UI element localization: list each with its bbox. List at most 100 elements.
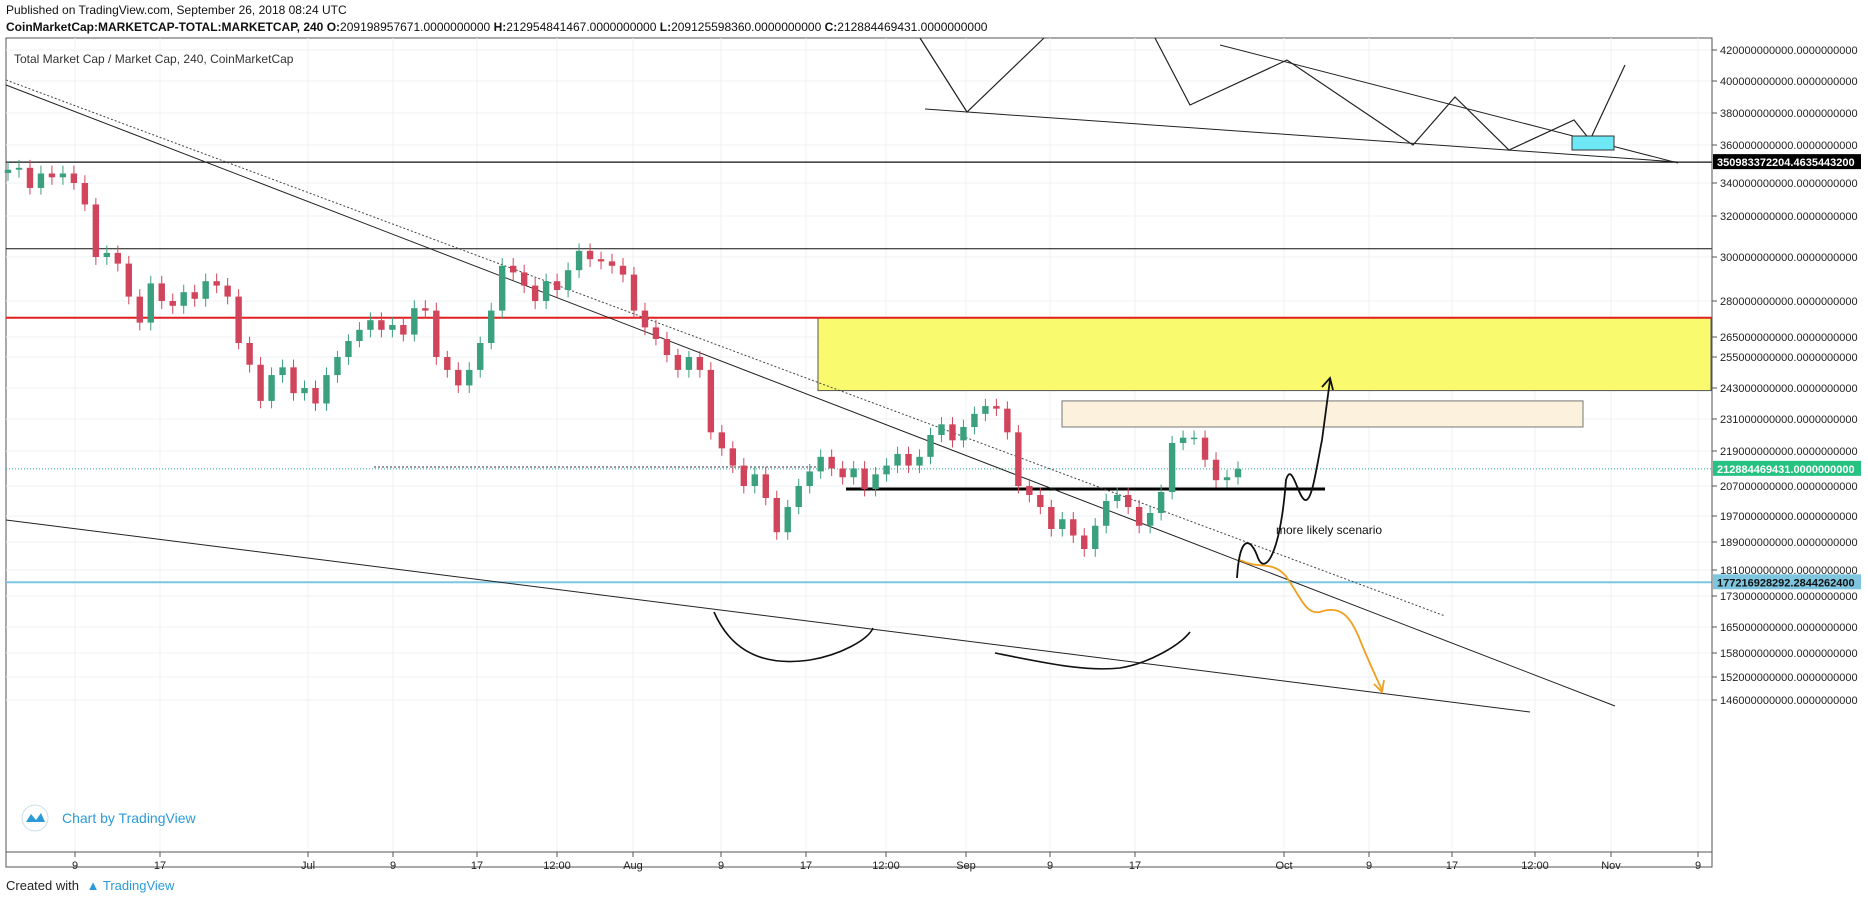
candle <box>213 273 220 294</box>
cup-arc-2 <box>994 631 1191 670</box>
candle-body <box>641 310 649 328</box>
candle-body <box>191 292 198 299</box>
cup-arc-1 <box>713 611 874 663</box>
price-label-text: 212884469431.0000000000 <box>1717 464 1855 476</box>
price-label-bg <box>1713 154 1861 170</box>
candle-body <box>927 435 934 457</box>
x-tick-label: 9 <box>1695 860 1701 872</box>
candle <box>1015 425 1022 494</box>
candle-body <box>1201 437 1209 460</box>
inset-zigzag-2 <box>1154 37 1626 151</box>
candle-body <box>367 320 374 330</box>
candle-body <box>520 272 528 286</box>
y-tick-label: 173000000000.0000000000 <box>1720 591 1858 603</box>
candle-body <box>422 308 429 311</box>
chart-title: Total Market Cap / Market Cap, 240, Coin… <box>14 52 294 66</box>
candle-body <box>597 259 605 262</box>
y-tick-label: 219000000000.0000000000 <box>1720 446 1858 458</box>
candle <box>938 417 945 443</box>
candle-body <box>147 283 154 323</box>
candle <box>608 253 616 274</box>
y-tick-label: 197000000000.0000000000 <box>1720 511 1858 523</box>
x-tick-label: 12:00 <box>872 860 900 872</box>
candle-body <box>784 507 791 533</box>
candle <box>817 449 824 479</box>
upper-trendline <box>5 84 1616 707</box>
x-tick-label: 9 <box>72 860 78 872</box>
high-value: 212954841467.0000000000 <box>506 20 657 34</box>
candle-body <box>773 498 780 533</box>
footer-brand[interactable]: ▲ TradingView <box>86 878 175 893</box>
candle-body <box>905 453 912 466</box>
tradingview-mark-icon <box>26 813 45 822</box>
candle-body <box>1190 437 1198 440</box>
candle <box>466 362 473 393</box>
watermark[interactable]: Chart by TradingView <box>21 804 196 832</box>
y-tick-label: 158000000000.0000000000 <box>1720 648 1858 660</box>
candle <box>488 302 495 350</box>
candle <box>334 350 341 383</box>
candle <box>48 165 56 185</box>
candle <box>498 257 506 319</box>
candles <box>4 159 1242 557</box>
candle <box>1124 487 1132 515</box>
candle-body <box>477 343 484 370</box>
candle-body <box>268 375 275 401</box>
candle <box>1092 518 1099 557</box>
price-label: 212884469431.0000000000 <box>1713 460 1861 476</box>
y-tick-label: 420000000000.0000000000 <box>1720 45 1858 57</box>
y-tick-label: 231000000000.0000000000 <box>1720 414 1858 426</box>
candle <box>312 380 319 411</box>
candle-body <box>993 406 1000 409</box>
candle <box>729 441 737 474</box>
candle <box>982 398 989 422</box>
candle-body <box>1059 519 1066 529</box>
candle-body <box>608 261 616 266</box>
candle-body <box>224 285 231 297</box>
y-tick-label: 189000000000.0000000000 <box>1720 537 1858 549</box>
x-tick-label: 12:00 <box>1521 860 1549 872</box>
candle-body <box>1015 432 1022 486</box>
candle <box>1070 511 1077 544</box>
candle <box>345 334 352 365</box>
candle-body <box>334 357 341 376</box>
candle <box>15 159 23 178</box>
published-note: Published on TradingView.com, September … <box>6 3 347 17</box>
candle <box>839 461 846 485</box>
annotation-text: more likely scenario <box>1276 523 1382 537</box>
x-tick-label: 17 <box>154 860 166 872</box>
candle-body <box>1037 495 1044 507</box>
candle <box>235 289 242 350</box>
candle-body <box>81 183 89 205</box>
candle <box>224 278 231 305</box>
candle <box>1037 487 1044 515</box>
close-label: C: <box>824 20 838 34</box>
candle <box>916 449 923 474</box>
y-axis: 420000000000.0000000000 400000000000.0000… <box>1711 38 1861 852</box>
candle <box>1223 469 1231 488</box>
candle-body <box>696 357 704 370</box>
candle-body <box>586 250 594 260</box>
candle <box>641 302 649 336</box>
candle-body <box>795 486 802 507</box>
candle-body <box>444 357 451 370</box>
candle-body <box>1004 408 1011 433</box>
candle <box>1059 511 1066 537</box>
candle-body <box>136 296 143 323</box>
candle-body <box>762 474 769 498</box>
candle-body <box>960 427 967 441</box>
x-tick-label: 9 <box>1366 860 1372 872</box>
candle-body <box>312 388 319 404</box>
candle <box>136 289 143 331</box>
open-value: 209198957671.0000000000 <box>340 20 491 34</box>
candle <box>422 300 429 319</box>
candle-body <box>180 292 187 306</box>
candle-body <box>70 173 78 183</box>
candle <box>323 367 330 411</box>
candle-body <box>938 424 945 435</box>
footer: Created with ▲ TradingView <box>6 878 174 893</box>
candle <box>993 398 1000 416</box>
bearish-path <box>1239 559 1383 691</box>
candle-body <box>729 448 737 466</box>
